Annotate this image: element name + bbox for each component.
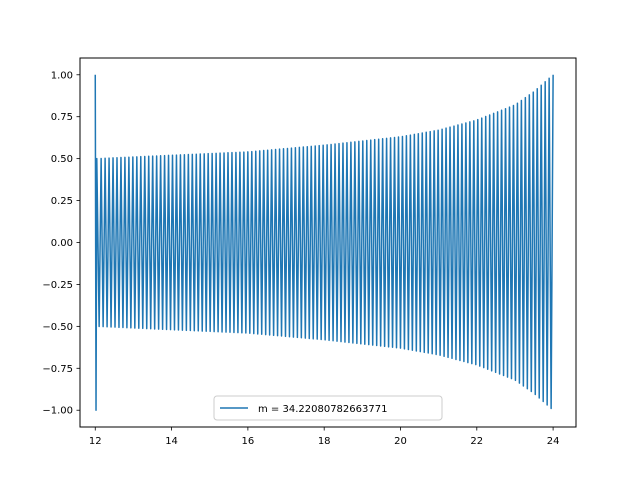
y-tick-label: −0.25	[42, 280, 73, 291]
y-tick-label: 0.25	[51, 196, 73, 207]
x-tick-label: 18	[318, 436, 331, 447]
series-line	[94, 74, 554, 411]
legend-label: m = 34.22080782663771	[258, 404, 387, 415]
x-tick-label: 20	[394, 436, 407, 447]
plot-area	[94, 74, 554, 411]
legend: m = 34.22080782663771	[213, 395, 443, 421]
x-tick-label: 16	[242, 436, 255, 447]
y-tick-label: 1.00	[51, 70, 73, 81]
y-axis: −1.00 −0.75 −0.50 −0.25 0.00 0.25 0.50 0.75 1.00	[42, 70, 80, 417]
x-tick-label: 14	[165, 436, 178, 447]
y-tick-label: −1.00	[42, 406, 73, 417]
y-tick-label: −0.50	[42, 322, 73, 333]
x-tick-label: 24	[547, 436, 560, 447]
y-tick-label: 0.75	[51, 112, 73, 123]
y-tick-label: 0.50	[51, 154, 73, 165]
x-axis: 12 14 16 18 20 22 24	[89, 427, 560, 447]
legend-box	[213, 395, 443, 421]
x-tick-label: 12	[89, 436, 102, 447]
y-tick-label: 0.00	[51, 238, 73, 249]
x-tick-label: 22	[470, 436, 483, 447]
y-tick-label: −0.75	[42, 364, 73, 375]
